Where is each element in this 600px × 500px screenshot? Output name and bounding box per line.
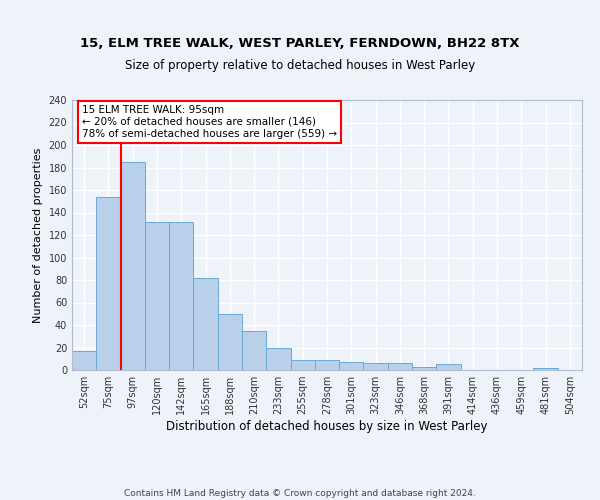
- Bar: [290, 360, 315, 370]
- Bar: [388, 363, 412, 370]
- X-axis label: Distribution of detached houses by size in West Parley: Distribution of detached houses by size …: [166, 420, 488, 433]
- Text: 15 ELM TREE WALK: 95sqm
← 20% of detached houses are smaller (146)
78% of semi-d: 15 ELM TREE WALK: 95sqm ← 20% of detache…: [82, 106, 337, 138]
- Bar: [412, 366, 436, 370]
- Bar: [169, 222, 193, 370]
- Bar: [436, 364, 461, 370]
- Bar: [242, 330, 266, 370]
- Bar: [218, 314, 242, 370]
- Bar: [364, 363, 388, 370]
- Bar: [533, 368, 558, 370]
- Bar: [121, 162, 145, 370]
- Bar: [315, 360, 339, 370]
- Bar: [72, 351, 96, 370]
- Bar: [339, 362, 364, 370]
- Bar: [96, 196, 121, 370]
- Text: Size of property relative to detached houses in West Parley: Size of property relative to detached ho…: [125, 60, 475, 72]
- Text: Contains HM Land Registry data © Crown copyright and database right 2024.: Contains HM Land Registry data © Crown c…: [124, 488, 476, 498]
- Bar: [266, 348, 290, 370]
- Y-axis label: Number of detached properties: Number of detached properties: [33, 148, 43, 322]
- Bar: [145, 222, 169, 370]
- Text: 15, ELM TREE WALK, WEST PARLEY, FERNDOWN, BH22 8TX: 15, ELM TREE WALK, WEST PARLEY, FERNDOWN…: [80, 37, 520, 50]
- Bar: [193, 278, 218, 370]
